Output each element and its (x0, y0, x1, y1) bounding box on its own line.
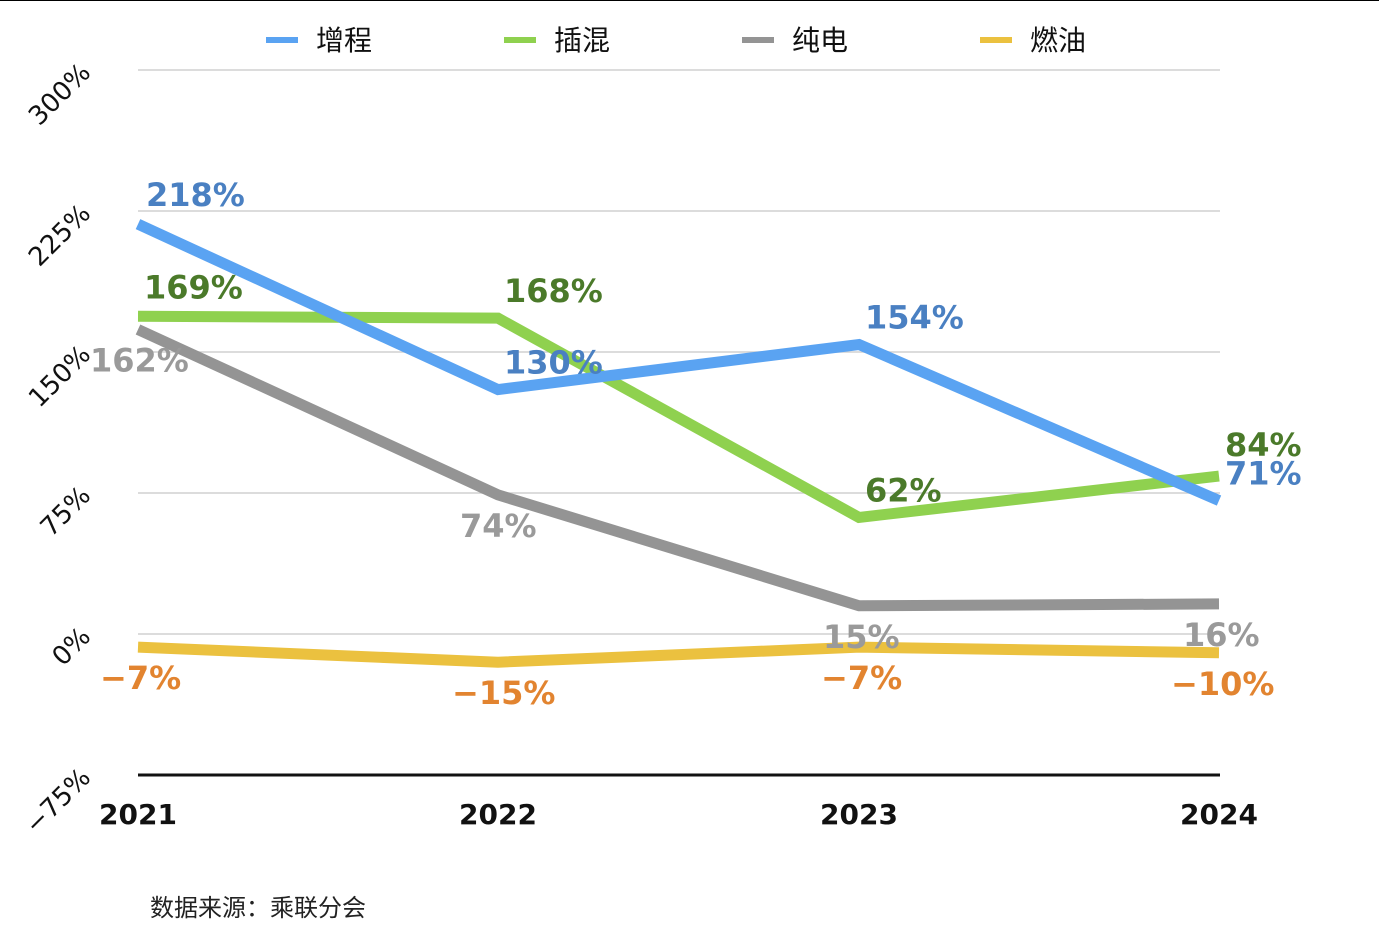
series-line (137, 310, 1220, 524)
data-label: 169% (144, 268, 243, 306)
y-tick-label: 150% (23, 340, 97, 414)
data-label: 74% (460, 507, 537, 545)
data-label: −15% (452, 674, 555, 712)
data-label: 130% (504, 344, 603, 382)
legend-label: 燃油 (1030, 24, 1086, 57)
top-border (0, 0, 1379, 1)
legend: 增程 插混 纯电 燃油 (266, 24, 1086, 57)
data-label: 16% (1183, 616, 1260, 654)
data-label: 218% (146, 176, 245, 214)
y-tick-label: 300% (23, 58, 97, 132)
data-label: 62% (865, 471, 942, 509)
legend-item: 燃油 (980, 24, 1086, 57)
x-tick-label: 2021 (99, 798, 177, 831)
legend-item: 纯电 (742, 24, 848, 57)
y-tick-label: 75% (35, 481, 97, 543)
data-label: 168% (504, 272, 603, 310)
data-label: −10% (1171, 665, 1274, 703)
data-label: 162% (90, 341, 189, 379)
y-tick-label: −75% (19, 763, 96, 840)
series-line (135, 219, 1222, 506)
data-label: −7% (100, 659, 181, 697)
legend-label: 纯电 (792, 24, 848, 57)
axis-layer: −75% 0% 75% 150% 225% 300% 2021 2022 2023 2024 (19, 58, 1258, 840)
legend-label: 插混 (554, 24, 610, 57)
data-label: −7% (821, 659, 902, 697)
data-label-layer: 218% 130% 154% 71% 169% 168% 62% 84% 162% 74% 15% 1… (90, 176, 1302, 712)
x-tick-label: 2022 (459, 798, 537, 831)
data-label: 15% (823, 618, 900, 656)
source-note: 数据来源：乘联分会 (150, 894, 366, 922)
x-tick-label: 2024 (1180, 798, 1258, 831)
legend-item: 增程 (266, 24, 372, 57)
y-tick-label: 0% (47, 622, 97, 672)
data-label: 84% (1225, 426, 1302, 464)
legend-item: 插混 (504, 24, 610, 57)
series-line (135, 324, 1220, 612)
series-layer (135, 219, 1222, 668)
series-line (137, 641, 1220, 668)
data-label: 154% (865, 298, 964, 336)
y-tick-label: 225% (23, 199, 97, 273)
data-label: 71% (1225, 455, 1302, 493)
x-tick-label: 2023 (820, 798, 898, 831)
legend-label: 增程 (316, 24, 372, 57)
